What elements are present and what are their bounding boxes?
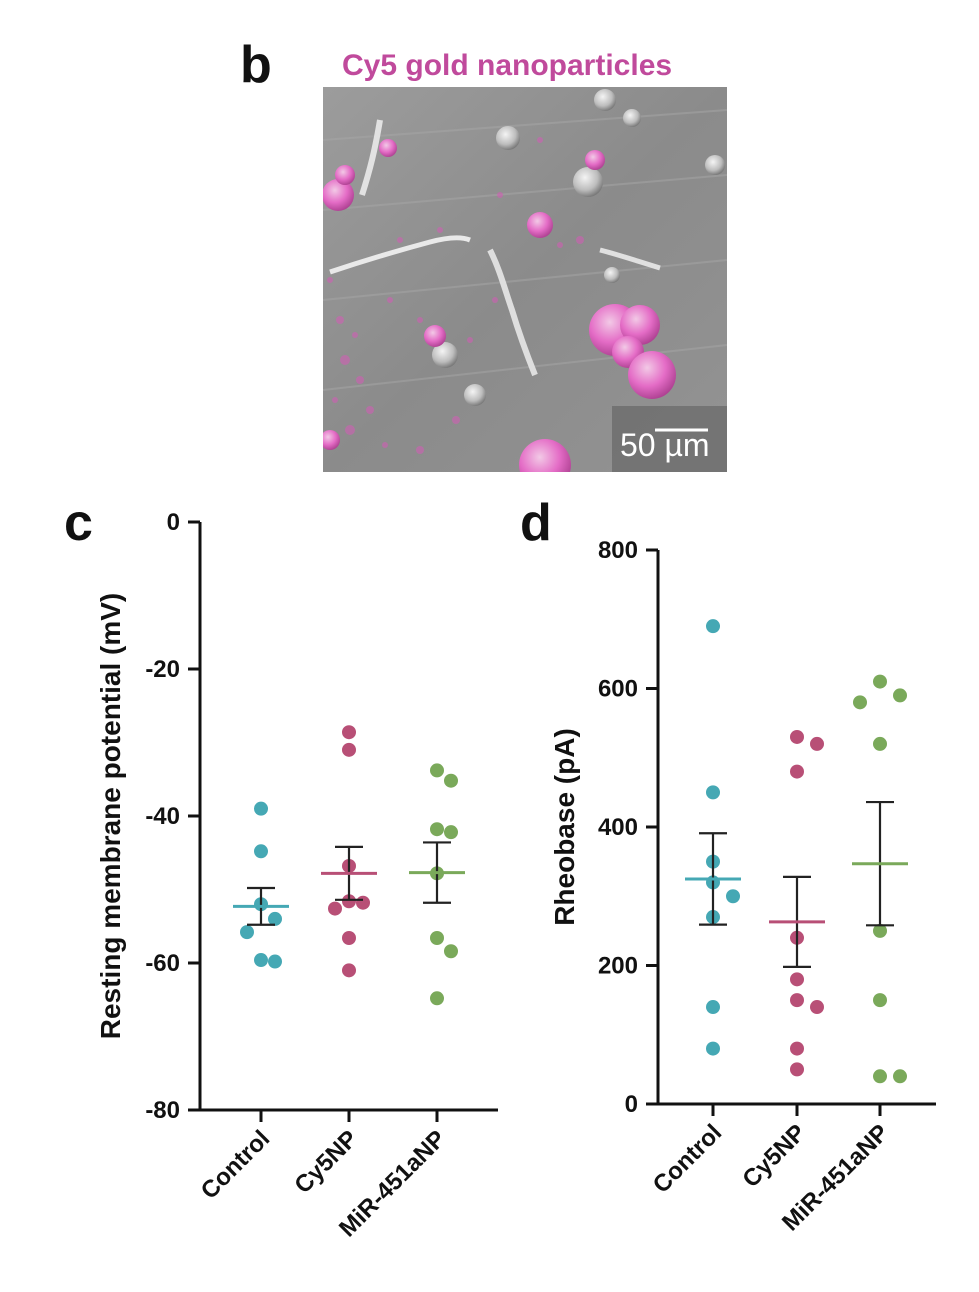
data-point bbox=[430, 822, 444, 837]
chart-resting-membrane-potential: 0 -20 -40 -60 -80 Resting membrane potential … bbox=[95, 509, 498, 1242]
y-tick-label: -20 bbox=[145, 656, 180, 683]
data-point bbox=[342, 742, 356, 757]
data-point bbox=[268, 954, 282, 969]
panel-letter-d: d bbox=[520, 494, 552, 552]
data-point bbox=[706, 1000, 720, 1015]
y-axis-title: Rheobase (pA) bbox=[549, 728, 580, 926]
data-point bbox=[342, 931, 356, 946]
data-point bbox=[342, 963, 356, 978]
y-tick-label: 200 bbox=[598, 953, 638, 980]
x-category-label: Control bbox=[648, 1119, 727, 1198]
data-point bbox=[790, 1062, 804, 1077]
y-tick-label: -60 bbox=[145, 950, 180, 977]
microscopy-image bbox=[323, 87, 727, 472]
data-point bbox=[810, 1000, 824, 1015]
data-point bbox=[726, 889, 740, 904]
data-point bbox=[706, 1041, 720, 1056]
y-tick-label: 0 bbox=[625, 1091, 638, 1118]
data-point bbox=[342, 725, 356, 740]
data-point bbox=[444, 825, 458, 840]
data-point bbox=[893, 1069, 907, 1084]
y-tick-label: 400 bbox=[598, 814, 638, 841]
y-tick-label: 0 bbox=[167, 509, 180, 536]
data-point bbox=[893, 688, 907, 703]
data-point bbox=[342, 894, 356, 909]
y-tick-label: -40 bbox=[145, 803, 180, 830]
data-point bbox=[873, 1069, 887, 1084]
y-tick-label: 600 bbox=[598, 676, 638, 703]
data-point bbox=[328, 901, 342, 916]
y-tick-label: -80 bbox=[145, 1097, 180, 1124]
data-point bbox=[356, 895, 370, 910]
data-point bbox=[873, 736, 887, 751]
y-axis-title: Resting membrane potential (mV) bbox=[95, 593, 126, 1040]
x-category-label: Cy5NP bbox=[289, 1125, 363, 1199]
data-point bbox=[430, 931, 444, 946]
image-title: Cy5 gold nanoparticles bbox=[342, 49, 672, 82]
data-point bbox=[240, 925, 254, 940]
data-point bbox=[790, 972, 804, 987]
data-point bbox=[790, 729, 804, 744]
data-point bbox=[810, 736, 824, 751]
data-point bbox=[873, 993, 887, 1008]
data-point bbox=[254, 844, 268, 859]
data-point bbox=[853, 695, 867, 710]
x-category-label: Cy5NP bbox=[737, 1119, 811, 1193]
data-point bbox=[430, 991, 444, 1006]
data-point bbox=[444, 773, 458, 788]
data-point bbox=[790, 1041, 804, 1056]
x-category-label: Control bbox=[196, 1125, 275, 1204]
data-point bbox=[254, 801, 268, 816]
data-point bbox=[430, 763, 444, 778]
panel-letter-c: c bbox=[64, 494, 93, 552]
y-tick-label: 800 bbox=[598, 537, 638, 564]
panel-letter-b: b bbox=[240, 36, 272, 94]
data-point bbox=[706, 619, 720, 634]
data-point bbox=[268, 911, 282, 926]
data-point bbox=[790, 993, 804, 1008]
scale-bar-label: 50 µm bbox=[620, 427, 710, 463]
data-point bbox=[873, 674, 887, 689]
data-point bbox=[254, 953, 268, 968]
data-point bbox=[706, 785, 720, 800]
data-point bbox=[873, 923, 887, 938]
data-point bbox=[790, 764, 804, 779]
data-point bbox=[444, 944, 458, 959]
